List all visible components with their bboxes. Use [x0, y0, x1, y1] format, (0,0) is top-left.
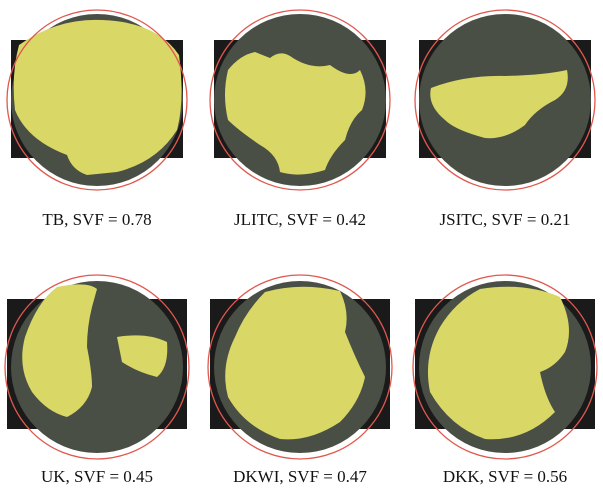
fisheye-image — [414, 9, 596, 191]
fisheye-image — [4, 274, 190, 460]
caption: UK, SVF = 0.45 — [41, 467, 153, 486]
fisheye-image — [207, 274, 393, 460]
caption: TB, SVF = 0.78 — [42, 210, 151, 229]
fisheye-image — [209, 9, 391, 191]
caption: DKWI, SVF = 0.47 — [233, 467, 367, 486]
fisheye-image — [412, 274, 598, 460]
caption: DKK, SVF = 0.56 — [443, 467, 567, 486]
caption: JSITC, SVF = 0.21 — [440, 210, 571, 229]
caption: JLITC, SVF = 0.42 — [234, 210, 366, 229]
fisheye-image — [6, 9, 188, 191]
